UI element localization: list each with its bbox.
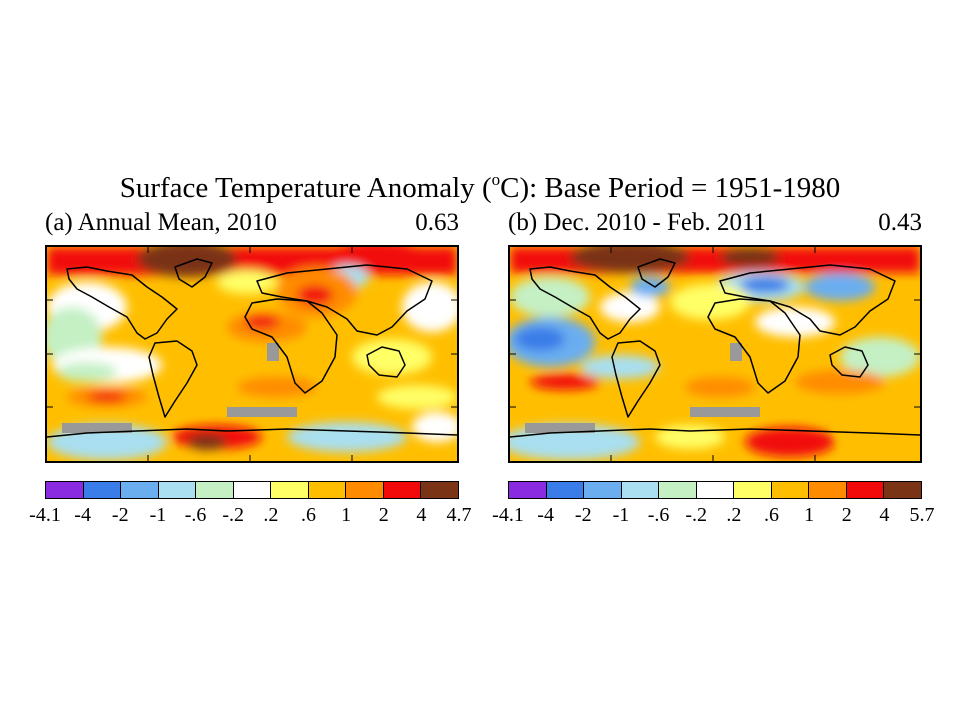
colorbar-cell [346,482,384,498]
colorbar-cell [271,482,309,498]
colorbar-tick: 4 [416,504,427,526]
colorbar-tick: -2 [111,504,129,526]
colorbar-cell [83,482,122,498]
panel-annual-mean: (a) Annual Mean, 2010 0.63 [29,205,471,535]
anomaly-map-annual [45,245,459,463]
colorbar [508,481,922,499]
colorbar-tick: -1 [149,504,167,526]
colorbar-cell [196,482,234,498]
colorbar-tick: -.6 [184,504,207,526]
title-prefix: Surface Temperature Anomaly ( [119,172,492,204]
panel-global-mean: 0.43 [878,209,922,236]
colorbar-cell [734,482,772,498]
colorbar-cell [46,482,84,498]
anomaly-map-winter [508,245,922,463]
panel-global-mean: 0.63 [415,209,459,236]
colorbar [45,481,459,499]
colorbar-tick: -4 [537,504,554,526]
colorbar-tick: 4.7 [446,504,472,526]
colorbar-tick: 1 [804,504,815,526]
colorbar-cell [659,482,697,498]
colorbar-cell [771,482,810,498]
colorbar-tick: -4 [74,504,91,526]
colorbar-cell [383,482,422,498]
colorbar-cell [308,482,347,498]
panel-title: (b) Dec. 2010 - Feb. 2011 [508,209,767,236]
panel-title: (a) Annual Mean, 2010 [45,209,277,236]
colorbar-tick: 2 [841,504,852,526]
colorbar-cell [158,482,197,498]
colorbar-tick: -.2 [685,504,708,526]
colorbar-tick: -4.1 [29,504,61,526]
colorbar-tick: 5.7 [909,504,935,526]
figure-title: Surface Temperature Anomaly (oC): Base P… [0,160,960,208]
colorbar-cell [846,482,885,498]
colorbar-cell [584,482,622,498]
colorbar-tick: 2 [378,504,389,526]
colorbar-cell [421,482,459,498]
title-suffix: C): Base Period = 1951-1980 [500,172,841,204]
colorbar-tick: .2 [726,504,742,526]
colorbar-cell [233,482,272,498]
colorbar-tick: .6 [300,504,316,526]
colorbar-tick: .2 [263,504,279,526]
colorbar-tick: 1 [341,504,352,526]
colorbar-tick: -2 [574,504,592,526]
panel-winter-mean: (b) Dec. 2010 - Feb. 2011 0.43 [492,205,934,535]
colorbar-cell [809,482,847,498]
colorbar-tick: -1 [612,504,630,526]
colorbar-cell [546,482,585,498]
colorbar-tick: .6 [763,504,779,526]
title-degree: o [491,170,501,189]
colorbar-tick: -.6 [647,504,670,526]
colorbar-tick: 4 [879,504,890,526]
colorbar-cell [696,482,735,498]
colorbar-tick: -.2 [222,504,245,526]
colorbar-cell [621,482,660,498]
anomaly-map-winter-svg [510,247,920,461]
colorbar-cell [884,482,922,498]
colorbar-tick: -4.1 [492,504,524,526]
colorbar-cell [121,482,159,498]
colorbar-cell [509,482,547,498]
anomaly-map-annual-svg [47,247,457,461]
